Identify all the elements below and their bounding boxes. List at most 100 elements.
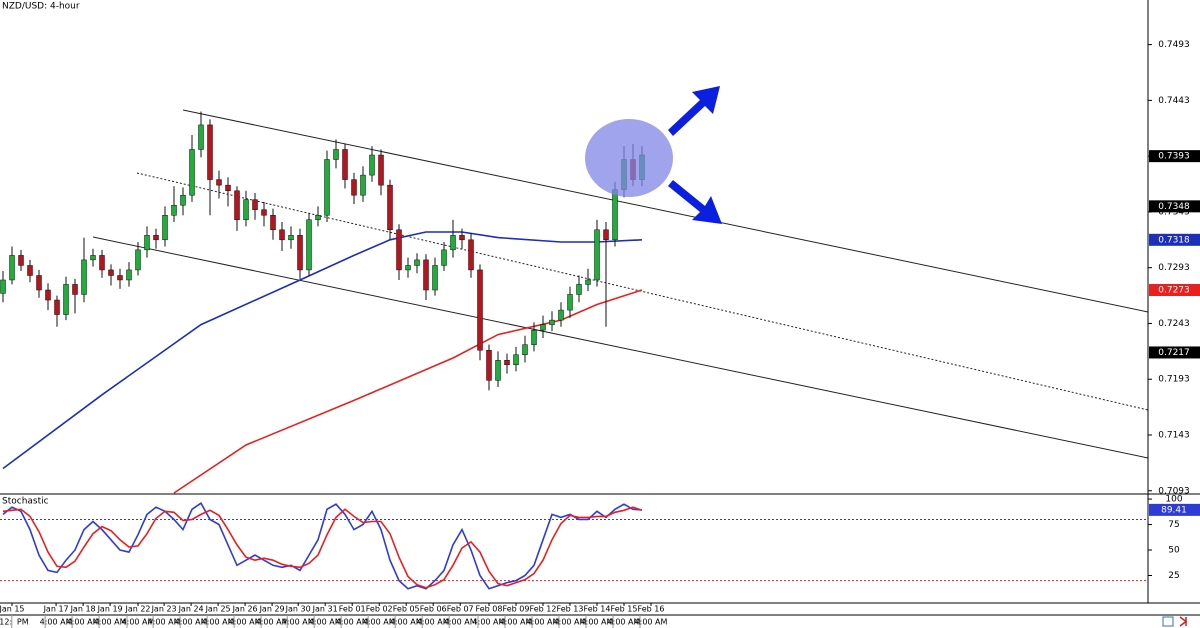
candle-body	[243, 199, 249, 220]
candle-body	[369, 154, 375, 176]
candle-body	[117, 275, 123, 281]
candle-body	[297, 235, 303, 271]
candle-body	[126, 269, 132, 281]
x-tick-secondary-label: 4:00 AM	[444, 618, 477, 627]
candle-body	[486, 349, 492, 381]
price-tag-label: 0.7318	[1158, 235, 1190, 245]
candle-body	[207, 124, 213, 180]
icon-link[interactable]	[1162, 616, 1174, 627]
candle-body	[504, 360, 510, 365]
candle-body	[252, 199, 258, 210]
x-tick-secondary-label: 4:00 AM	[40, 618, 73, 627]
toolbar-icons[interactable]	[1162, 616, 1188, 627]
candle-body	[36, 275, 42, 291]
candle-body	[549, 319, 555, 325]
x-tick-secondary-label: 4:00 AM	[635, 618, 668, 627]
x-tick-label: Feb 08	[476, 605, 503, 614]
candle-body	[81, 259, 87, 295]
x-tick-label: Jan 25	[205, 605, 231, 614]
x-tick-label: Feb 09	[503, 605, 530, 614]
arrow-up	[668, 86, 720, 136]
price-tag-label: 0.7273	[1158, 286, 1190, 296]
x-tick-label: Feb 15	[611, 605, 638, 614]
x-tick-label: Jan 26	[232, 605, 258, 614]
price-tag-label: 0.7217	[1158, 348, 1190, 358]
candle-body	[108, 269, 114, 276]
x-tick-label: Jan 23	[151, 605, 177, 614]
candle-body	[324, 159, 330, 216]
x-tick-secondary-label: PM	[17, 618, 29, 627]
candle-body	[261, 209, 267, 216]
candle-body	[315, 215, 321, 220]
x-tick-secondary-label: 4:00 AM	[336, 618, 369, 627]
candle-body	[522, 344, 528, 355]
x-tick-secondary-label: 4:00 AM	[122, 618, 155, 627]
candle-body	[144, 235, 150, 251]
candle-body	[513, 354, 519, 365]
candle-body	[567, 294, 573, 311]
y-tick-label: 0.7293	[1158, 263, 1190, 273]
candle-body	[576, 284, 582, 295]
price-tag	[1149, 200, 1200, 213]
candle-body	[189, 149, 195, 196]
candle-body	[234, 190, 240, 220]
x-tick-label: Feb 02	[366, 605, 393, 614]
candle-body	[531, 329, 537, 345]
x-tick-secondary-label: 4:00 AM	[148, 618, 181, 627]
x-tick-secondary-label: 4:00 AM	[473, 618, 506, 627]
x-tick-secondary-label: 4:00 AM	[67, 618, 100, 627]
plot-area	[0, 111, 645, 494]
candle-body	[135, 249, 141, 271]
x-tick-label: Jan 17	[43, 605, 69, 614]
moving-average	[2, 231, 643, 470]
candle-body	[306, 219, 312, 271]
candle-body	[27, 265, 33, 276]
x-tick-secondary-label: 4:00 AM	[175, 618, 208, 627]
stochastic-line	[2, 506, 643, 589]
y-tick-label: 75	[1168, 520, 1179, 530]
candle-body	[216, 179, 222, 186]
value-tag-label: 89.41	[1161, 505, 1187, 515]
x-tick-secondary-label: 4:00 AM	[500, 618, 533, 627]
price-tag	[1149, 150, 1200, 163]
x-tick-secondary-label: 4:00 AM	[282, 618, 315, 627]
x-tick-secondary-label: 4:00 AM	[417, 618, 450, 627]
x-tick-label: Feb 01	[339, 605, 366, 614]
x-tick-secondary-label: 4:00 AM	[608, 618, 641, 627]
x-tick-label: Jan 18	[70, 605, 96, 614]
icon-scroll-end[interactable]	[1179, 616, 1188, 627]
overlay	[585, 86, 722, 224]
candle-body	[594, 229, 600, 281]
channel-top	[182, 109, 1149, 313]
x-tick-label: Feb 16	[638, 605, 665, 614]
candle-body	[288, 235, 294, 241]
candle-body	[603, 229, 609, 241]
x-tick-label: Jan 30	[285, 605, 311, 614]
candle-body	[432, 265, 438, 291]
x-tick-secondary-label: 4:00 AM	[390, 618, 423, 627]
candle-body	[342, 149, 348, 180]
candle-body	[477, 269, 483, 351]
candle-body	[540, 324, 546, 331]
x-tick-label: Feb 14	[584, 605, 611, 614]
candle-body	[333, 149, 339, 160]
y-tick-label: 0.7093	[1158, 486, 1190, 496]
candle-body	[72, 284, 78, 295]
candle-body	[9, 255, 15, 281]
x-tick-label: Feb 06	[420, 605, 447, 614]
x-tick-secondary-label: 4:00 AM	[363, 618, 396, 627]
x-tick-label: Feb 13	[557, 605, 584, 614]
annotations	[92, 109, 1149, 459]
moving-average	[173, 289, 643, 494]
candle-body	[495, 360, 501, 381]
y-tick-label: 25	[1168, 571, 1179, 581]
y-tick-label: 0.7143	[1158, 431, 1190, 441]
channel-middle	[136, 172, 1149, 411]
x-tick-label: Jan 29	[259, 605, 285, 614]
candle-body	[405, 265, 411, 271]
candle-body	[441, 249, 447, 266]
title-bg	[0, 0, 86, 11]
price-tag	[1149, 233, 1200, 246]
x-tick-label: Jan 24	[178, 605, 204, 614]
